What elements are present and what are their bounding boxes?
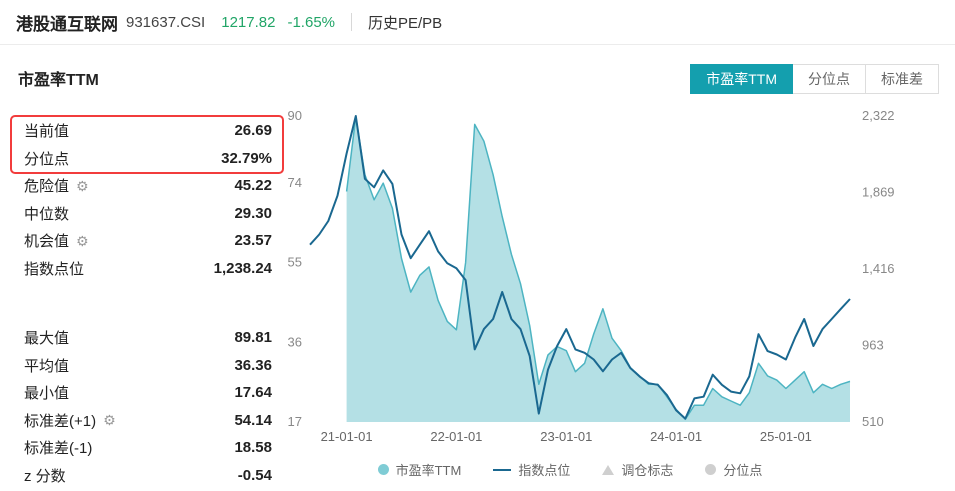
svg-text:36: 36 xyxy=(288,334,302,349)
opportunity-value-gear-icon[interactable]: ⚙ xyxy=(76,232,89,249)
stat-value: 1,238.24 xyxy=(213,259,272,277)
stat-label: 平均值 xyxy=(24,357,70,375)
svg-text:21-01-01: 21-01-01 xyxy=(321,429,373,444)
stat-value: 23.57 xyxy=(234,232,272,250)
legend-label: 市盈率TTM xyxy=(395,463,462,478)
svg-text:2,322: 2,322 xyxy=(862,108,895,123)
pe-ttm-marker-icon xyxy=(377,464,389,475)
stat-label: 标准差(-1) xyxy=(24,440,93,458)
std-plus1-gear-icon[interactable]: ⚙ xyxy=(103,412,116,429)
svg-text:1,869: 1,869 xyxy=(862,185,895,200)
tab-percentile[interactable]: 分位点 xyxy=(793,64,866,94)
svg-text:25-01-01: 25-01-01 xyxy=(760,429,812,444)
stat-row-percentile: 分位点 32.79% xyxy=(10,145,288,173)
stat-value: 17.64 xyxy=(234,384,272,402)
stat-value: 29.30 xyxy=(234,204,272,222)
metric-tabs: 市盈率TTM 分位点 标准差 xyxy=(690,64,939,94)
stat-row-current: 当前值 26.69 xyxy=(10,117,288,145)
index-code: 931637.CSI xyxy=(126,13,206,31)
stat-row-min: 最小值 17.64 xyxy=(10,379,288,407)
stat-label: 最小值 xyxy=(24,385,70,403)
stat-row-opportunity: 机会值 ⚙ 23.57 xyxy=(10,227,288,255)
stat-value: 32.79% xyxy=(221,149,272,167)
section-title: 市盈率TTM xyxy=(18,72,99,89)
stat-value: 45.22 xyxy=(234,177,272,195)
legend-item-rebalance[interactable]: 调仓标志 xyxy=(602,460,673,479)
legend-label: 分位点 xyxy=(723,463,763,478)
stat-label: 指数点位 xyxy=(24,260,85,278)
stat-value: -0.54 xyxy=(237,466,272,484)
stats-panel: 当前值 26.69 分位点 32.79% 危险值 ⚙ 45.22 中位数 29.… xyxy=(10,115,288,490)
svg-text:22-01-01: 22-01-01 xyxy=(430,429,482,444)
svg-text:90: 90 xyxy=(288,108,302,123)
svg-text:55: 55 xyxy=(288,255,302,270)
index-change: -1.65% xyxy=(287,13,335,31)
stat-label: 中位数 xyxy=(24,205,70,223)
legend-label: 调仓标志 xyxy=(621,463,674,478)
svg-text:1,416: 1,416 xyxy=(862,261,895,276)
tab-stddev[interactable]: 标准差 xyxy=(866,64,939,94)
percentile-dot-icon xyxy=(705,464,717,475)
stat-label: z 分数 xyxy=(24,467,66,485)
danger-value-gear-icon[interactable]: ⚙ xyxy=(76,177,89,194)
stat-row-std-plus1: 标准差(+1) ⚙ 54.14 xyxy=(10,407,288,435)
stat-label: 分位点 xyxy=(24,150,70,168)
stat-value: 18.58 xyxy=(234,439,272,457)
index-name: 港股通互联网 xyxy=(16,14,118,34)
rebalance-triangle-icon xyxy=(602,464,615,475)
index-line-marker-icon xyxy=(493,468,512,471)
stat-label: 机会值 xyxy=(24,233,70,251)
stat-value: 36.36 xyxy=(234,356,272,374)
header-divider xyxy=(351,13,352,31)
svg-text:963: 963 xyxy=(862,338,884,353)
svg-text:23-01-01: 23-01-01 xyxy=(540,429,592,444)
stat-label: 危险值 xyxy=(24,178,70,196)
legend-item-percentile[interactable]: 分位点 xyxy=(705,460,762,479)
stat-row-zscore: z 分数 -0.54 xyxy=(10,462,288,490)
stat-value: 89.81 xyxy=(234,329,272,347)
chart-legend: 市盈率TTM 指数点位 调仓标志 分位点 xyxy=(280,460,860,479)
tab-pe-ttm[interactable]: 市盈率TTM xyxy=(690,64,793,94)
page-header: 港股通互联网 931637.CSI 1217.82 -1.65% 历史PE/PB xyxy=(0,0,955,45)
stat-value: 54.14 xyxy=(234,411,272,429)
svg-text:24-01-01: 24-01-01 xyxy=(650,429,702,444)
svg-text:17: 17 xyxy=(288,414,302,429)
stat-row-median: 中位数 29.30 xyxy=(10,200,288,228)
stat-label: 最大值 xyxy=(24,330,70,348)
stat-row-mean: 平均值 36.36 xyxy=(10,352,288,380)
stat-value: 26.69 xyxy=(234,122,272,140)
legend-item-index-level[interactable]: 指数点位 xyxy=(493,460,570,479)
stat-row-max: 最大值 89.81 xyxy=(10,324,288,352)
stat-label: 标准差(+1) xyxy=(24,412,97,430)
stat-row-index-level: 指数点位 1,238.24 xyxy=(10,255,288,283)
stat-row-std-minus1: 标准差(-1) 18.58 xyxy=(10,434,288,462)
pe-ttm-chart: 90 74 55 36 17 2,322 1,869 1,416 963 510 21-01-01 2… xyxy=(288,108,895,444)
legend-item-pe-ttm[interactable]: 市盈率TTM xyxy=(377,460,462,479)
svg-text:74: 74 xyxy=(288,175,302,190)
legend-label: 指数点位 xyxy=(518,463,571,478)
stat-row-danger: 危险值 ⚙ 45.22 xyxy=(10,172,288,200)
stats-group-divider xyxy=(10,282,288,324)
stat-label: 当前值 xyxy=(24,123,70,141)
index-price: 1217.82 xyxy=(221,13,276,31)
svg-text:510: 510 xyxy=(862,414,884,429)
history-pepb-label: 历史PE/PB xyxy=(368,14,443,32)
